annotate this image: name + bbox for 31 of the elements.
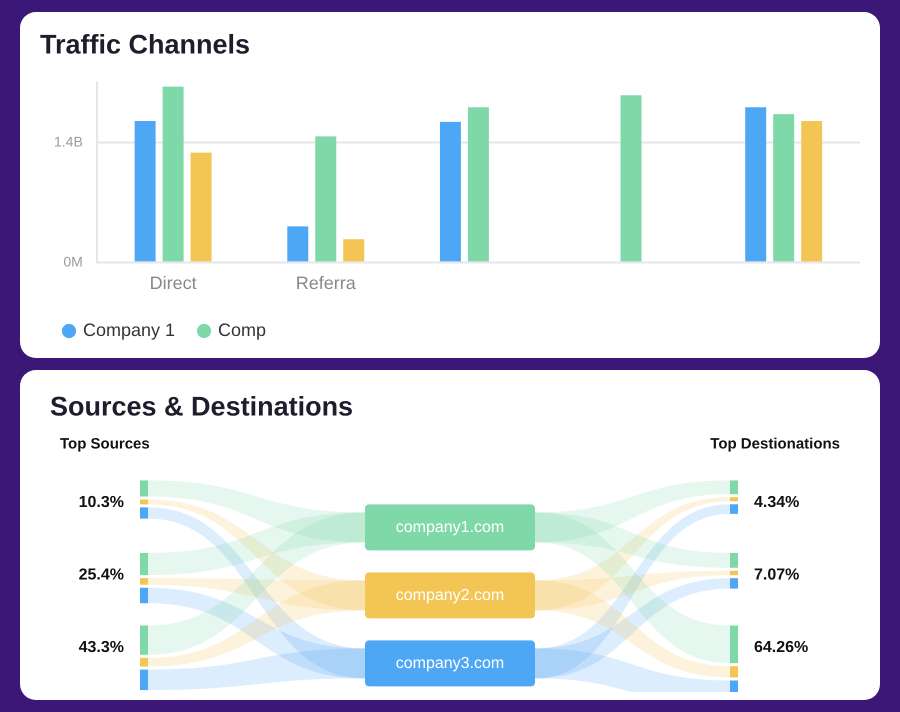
x-tick-label: Direct bbox=[150, 273, 197, 294]
bar bbox=[190, 152, 212, 262]
y-tick-label: 0M bbox=[63, 253, 83, 270]
legend-label: Company 1 bbox=[83, 320, 176, 340]
legend-label: Comp bbox=[218, 320, 266, 340]
bar bbox=[440, 122, 461, 262]
category-label: company3.com bbox=[396, 654, 504, 672]
data-label: 4.34% bbox=[754, 494, 800, 511]
bar bbox=[801, 120, 822, 262]
bar bbox=[773, 114, 794, 262]
bar bbox=[745, 107, 766, 262]
data-label: 10.3% bbox=[78, 494, 124, 511]
bar bbox=[287, 226, 308, 262]
bar bbox=[343, 239, 364, 262]
bar bbox=[134, 120, 156, 262]
data-label: 7.07% bbox=[754, 566, 800, 584]
data-label: 64.26% bbox=[754, 638, 808, 656]
x-tick-label: Referra bbox=[296, 273, 357, 294]
bar bbox=[468, 107, 489, 262]
bar bbox=[315, 136, 336, 262]
category-label: company1.com bbox=[396, 518, 504, 536]
chart-title: Traffic Channels bbox=[40, 30, 250, 60]
bar bbox=[162, 86, 184, 262]
series-label: Top Sources bbox=[60, 436, 150, 453]
data-label: 43.3% bbox=[78, 638, 124, 656]
data-label: 25.4% bbox=[78, 566, 124, 584]
text: Sources & Destinations bbox=[50, 392, 354, 422]
category-label: company2.com bbox=[396, 586, 504, 604]
y-tick-label: 1.4B bbox=[54, 133, 83, 150]
text: Top Destionations bbox=[710, 436, 840, 453]
bar bbox=[620, 95, 642, 262]
